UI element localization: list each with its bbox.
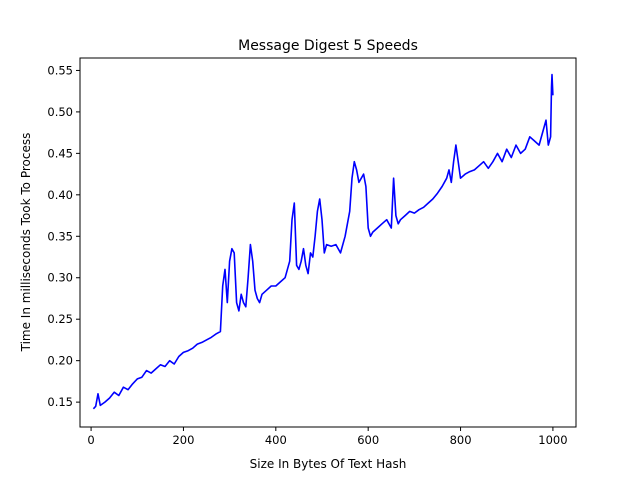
chart-title: Message Digest 5 Speeds <box>238 38 418 54</box>
y-tick-label: 0.35 <box>47 229 73 243</box>
x-tick-label: 1000 <box>538 433 567 447</box>
tick-layer: 0 200 400 600 800 1000 0.15 0.20 0.25 0.30 0.35 0.4… <box>47 63 567 447</box>
y-tick-label: 0.45 <box>47 146 73 160</box>
y-axis-label: Time In milliseconds Took To Process <box>19 133 33 353</box>
x-tick-label: 600 <box>357 433 379 447</box>
y-tick-label: 0.30 <box>47 271 73 285</box>
series-layer <box>92 73 554 410</box>
x-tick-label: 800 <box>450 433 472 447</box>
series-line-0 <box>92 73 554 410</box>
y-tick-label: 0.15 <box>47 395 73 409</box>
plot-frame <box>79 57 577 428</box>
y-tick-label: 0.20 <box>47 354 73 368</box>
x-tick-label: 200 <box>172 433 194 447</box>
x-tick-label: 0 <box>87 433 94 447</box>
y-tick-label: 0.50 <box>47 105 73 119</box>
y-tick-label: 0.55 <box>47 63 73 77</box>
x-tick-label: 400 <box>265 433 287 447</box>
y-tick-label: 0.40 <box>47 188 73 202</box>
x-axis-label: Size In Bytes Of Text Hash <box>250 457 407 471</box>
y-tick-label: 0.25 <box>47 312 73 326</box>
plot-area <box>80 58 576 427</box>
